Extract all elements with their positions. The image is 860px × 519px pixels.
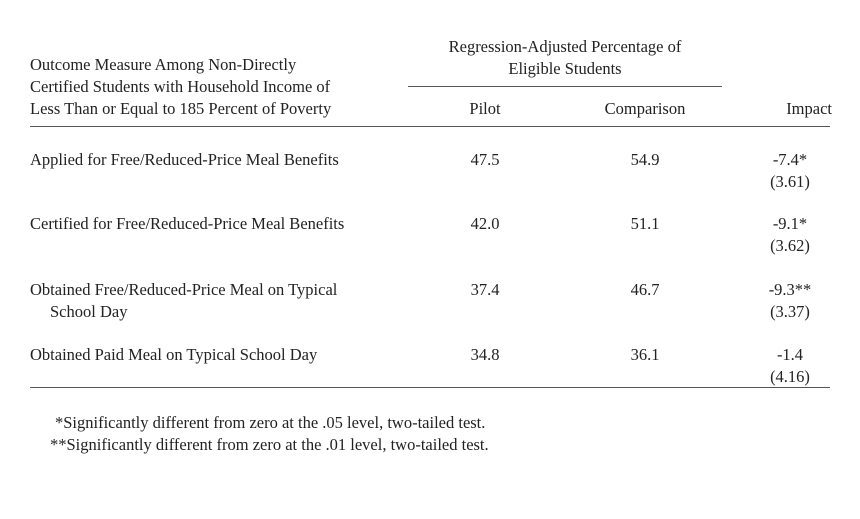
group-header-rule <box>408 86 722 87</box>
table-row-label: Certified for Free/Reduced-Price Meal Be… <box>30 213 344 235</box>
pilot-value: 37.4 <box>470 280 500 299</box>
outcome-header-line: Outcome Measure Among Non-Directly <box>30 55 297 74</box>
group-header-line: Eligible Students <box>508 59 622 78</box>
table-bottom-rule <box>30 387 830 388</box>
pilot-value: 42.0 <box>470 214 500 233</box>
outcome-header-line: Certified Students with Household Income… <box>30 77 331 96</box>
outcome-column-header: Outcome Measure Among Non-Directly Certi… <box>30 54 331 120</box>
row-label-line: School Day <box>50 302 128 321</box>
group-header-line: Regression-Adjusted Percentage of <box>448 37 682 56</box>
table-row-label: Obtained Paid Meal on Typical School Day <box>30 344 317 366</box>
comparison-value: 36.1 <box>630 345 660 364</box>
standard-error: (3.61) <box>770 172 810 191</box>
table-header-rule <box>30 126 830 127</box>
table-row-label: Applied for Free/Reduced-Price Meal Bene… <box>30 149 339 171</box>
impact-column-header: Impact <box>786 99 832 118</box>
row-label-line: Obtained Paid Meal on Typical School Day <box>30 345 318 364</box>
comparison-value: 51.1 <box>630 214 660 233</box>
row-label-line: Certified for Free/Reduced-Price Meal Be… <box>30 214 345 233</box>
row-label-line: Obtained Free/Reduced-Price Meal on Typi… <box>30 280 338 299</box>
comparison-value: 46.7 <box>630 280 660 299</box>
impact-value: -9.3** <box>768 280 812 299</box>
pilot-column-header: Pilot <box>469 99 501 118</box>
impact-value: -1.4 <box>776 345 804 364</box>
impact-cell: -9.3** (3.37) <box>750 279 830 323</box>
impact-cell: -1.4 (4.16) <box>750 344 830 388</box>
table-row-label: Obtained Free/Reduced-Price Meal on Typi… <box>30 279 337 323</box>
footnote: *Significantly different from zero at th… <box>55 413 486 432</box>
impact-value: -9.1* <box>772 214 808 233</box>
footnote: **Significantly different from zero at t… <box>50 435 489 454</box>
pilot-value: 47.5 <box>470 150 500 169</box>
impact-value: -7.4* <box>772 150 808 169</box>
comparison-value: 54.9 <box>630 150 660 169</box>
standard-error: (3.37) <box>770 302 810 321</box>
group-column-header: Regression-Adjusted Percentage of Eligib… <box>405 36 725 80</box>
impact-cell: -7.4* (3.61) <box>750 149 830 193</box>
standard-error: (3.62) <box>770 236 810 255</box>
row-label-line: Applied for Free/Reduced-Price Meal Bene… <box>30 150 339 169</box>
impact-cell: -9.1* (3.62) <box>750 213 830 257</box>
footnotes: *Significantly different from zero at th… <box>50 412 489 456</box>
comparison-column-header: Comparison <box>604 99 686 118</box>
outcome-header-line: Less Than or Equal to 185 Percent of Pov… <box>30 99 332 118</box>
standard-error: (4.16) <box>770 367 810 386</box>
pilot-value: 34.8 <box>470 345 500 364</box>
